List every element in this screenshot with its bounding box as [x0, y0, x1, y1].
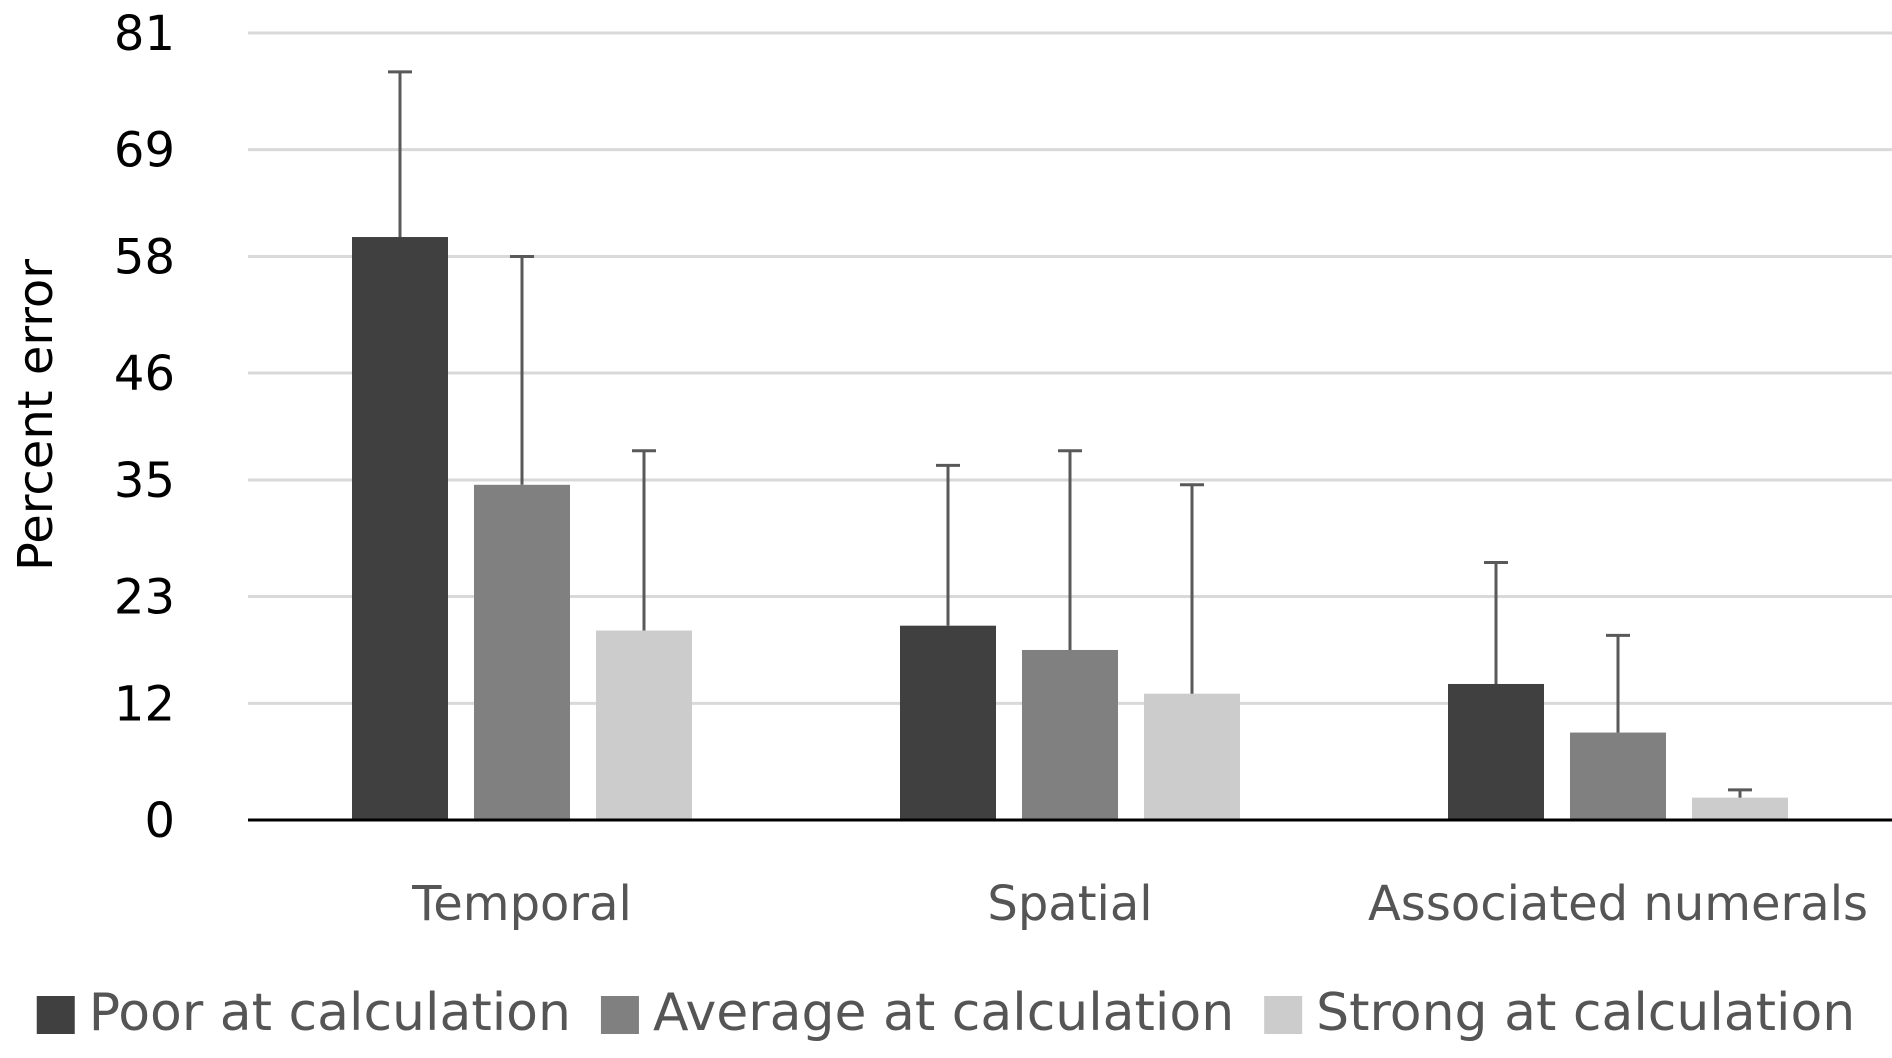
bar	[596, 630, 692, 820]
bar	[474, 484, 570, 820]
y-tick-label: 69	[114, 123, 175, 179]
y-tick-label: 46	[114, 346, 175, 402]
y-axis-ticks: 0 12 23 35 46 58 69 81	[114, 6, 175, 849]
bar	[1692, 797, 1788, 820]
legend-item: Strong at calculation	[1264, 983, 1855, 1043]
bar	[1022, 649, 1118, 820]
x-category-label: Associated numerals	[1368, 876, 1868, 932]
y-tick-label: 12	[114, 676, 175, 732]
bar	[900, 625, 996, 820]
legend-item: Poor at calculation	[36, 983, 571, 1043]
bars	[352, 237, 1788, 820]
bar	[1144, 693, 1240, 820]
bar	[1448, 683, 1544, 820]
x-category-label: Temporal	[411, 876, 632, 932]
y-tick-label: 0	[144, 793, 175, 849]
bar	[352, 237, 448, 820]
error-bars	[388, 70, 1752, 798]
x-axis-categories: Temporal Spatial Associated numerals	[411, 876, 1868, 932]
y-tick-label: 35	[114, 453, 175, 509]
x-category-label: Spatial	[987, 876, 1152, 932]
bar	[1570, 732, 1666, 820]
y-tick-label: 23	[114, 570, 175, 626]
legend-label: Average at calculation	[653, 983, 1234, 1043]
legend-swatch	[600, 996, 639, 1034]
legend-label: Poor at calculation	[89, 983, 571, 1043]
y-axis-title: Percent error	[8, 259, 64, 571]
legend-label: Strong at calculation	[1316, 983, 1855, 1043]
legend-swatch	[1264, 996, 1303, 1034]
y-tick-label: 81	[114, 6, 175, 62]
legend-swatch	[36, 996, 75, 1034]
y-tick-label: 58	[114, 229, 175, 285]
legend: Poor at calculation Average at calculatio…	[36, 983, 1855, 1043]
legend-item: Average at calculation	[600, 983, 1234, 1043]
